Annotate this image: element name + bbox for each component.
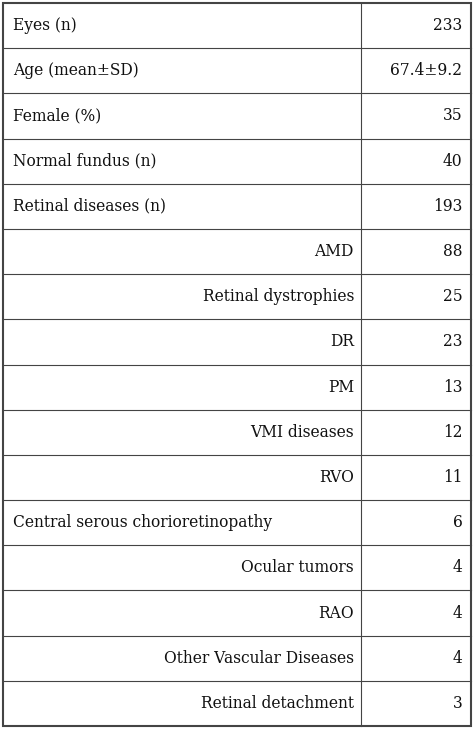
Text: 4: 4 [453, 604, 463, 622]
Text: Retinal detachment: Retinal detachment [201, 695, 354, 712]
Text: 4: 4 [453, 559, 463, 577]
Text: PM: PM [328, 378, 354, 396]
Text: RVO: RVO [319, 469, 354, 486]
Text: Age (mean±SD): Age (mean±SD) [13, 62, 139, 79]
Text: Retinal diseases (n): Retinal diseases (n) [13, 198, 166, 215]
Text: 40: 40 [443, 152, 463, 170]
Text: 23: 23 [443, 333, 463, 351]
Text: Female (%): Female (%) [13, 107, 102, 125]
Text: 67.4±9.2: 67.4±9.2 [391, 62, 463, 79]
Text: VMI diseases: VMI diseases [250, 424, 354, 441]
Text: Retinal dystrophies: Retinal dystrophies [202, 288, 354, 305]
Text: Normal fundus (n): Normal fundus (n) [13, 152, 157, 170]
Text: 3: 3 [453, 695, 463, 712]
Text: 193: 193 [433, 198, 463, 215]
Text: 12: 12 [443, 424, 463, 441]
Text: 11: 11 [443, 469, 463, 486]
Text: 6: 6 [453, 514, 463, 531]
Text: 4: 4 [453, 650, 463, 667]
Text: Other Vascular Diseases: Other Vascular Diseases [164, 650, 354, 667]
Text: 35: 35 [443, 107, 463, 125]
Text: 25: 25 [443, 288, 463, 305]
Text: DR: DR [330, 333, 354, 351]
Text: 88: 88 [443, 243, 463, 260]
Text: 233: 233 [433, 17, 463, 34]
Text: Central serous chorioretinopathy: Central serous chorioretinopathy [13, 514, 273, 531]
Text: AMD: AMD [315, 243, 354, 260]
Text: Ocular tumors: Ocular tumors [241, 559, 354, 577]
Text: Eyes (n): Eyes (n) [13, 17, 77, 34]
Text: RAO: RAO [318, 604, 354, 622]
Text: 13: 13 [443, 378, 463, 396]
